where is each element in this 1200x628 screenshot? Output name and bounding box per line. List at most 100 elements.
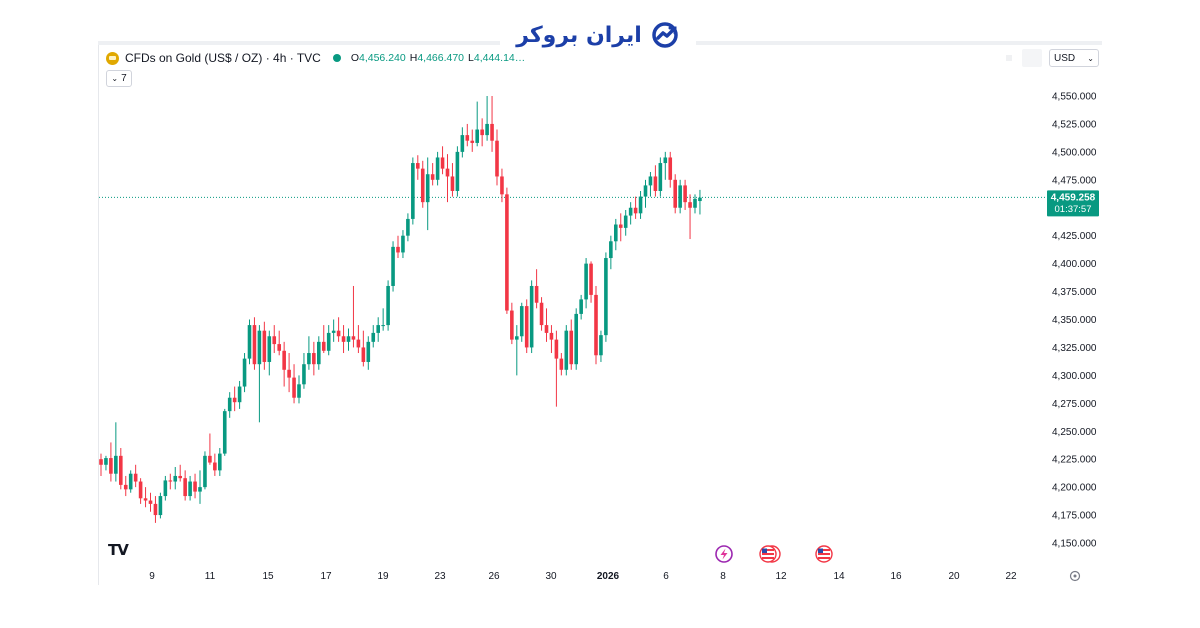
candle-body — [381, 325, 385, 327]
candle — [505, 187, 509, 314]
candle — [688, 194, 692, 240]
settings-gear-icon[interactable] — [1069, 570, 1081, 582]
market-open-status-icon — [332, 54, 341, 62]
candle — [307, 336, 311, 370]
candle-body — [470, 140, 475, 143]
candle — [133, 464, 138, 488]
candle-body — [673, 179, 677, 208]
candle-body — [158, 496, 163, 516]
time-tick-label: 19 — [377, 571, 389, 582]
ohlc-h: H4,466.470 — [409, 52, 465, 64]
candle-body — [455, 151, 460, 191]
candle-body — [277, 344, 281, 351]
candle — [361, 330, 366, 367]
candle — [213, 453, 217, 476]
candle — [371, 325, 376, 348]
candle — [604, 252, 608, 342]
candle — [663, 151, 668, 180]
candle-body — [440, 157, 445, 169]
candle — [227, 392, 232, 418]
time-tick-label: 2026 — [597, 571, 620, 582]
candle-body — [623, 215, 628, 228]
time-tick-label: 6 — [663, 571, 669, 582]
candle-body — [420, 168, 425, 203]
candle-body — [524, 306, 529, 348]
candle-body — [188, 481, 192, 497]
price-axis[interactable]: 4,150.000 4,175.000 4,200.000 4,225.000 4,25… — [1052, 92, 1097, 550]
candle — [495, 129, 499, 186]
candle-body — [411, 163, 415, 219]
candle-body — [579, 299, 583, 314]
candle — [485, 96, 489, 141]
indicators-collapse-button[interactable]: ⌄ 7 — [106, 70, 132, 87]
candle — [435, 151, 440, 186]
candle — [633, 196, 638, 219]
candle-body — [356, 339, 361, 348]
lightning-icon[interactable] — [715, 545, 733, 563]
candle — [614, 218, 618, 251]
candle — [104, 455, 108, 471]
candle-body — [539, 302, 544, 326]
candle-body — [688, 202, 692, 208]
candle — [173, 467, 178, 490]
candle-body — [693, 198, 697, 208]
chevron-down-icon: ⌄ — [1087, 53, 1094, 63]
candle-body — [515, 336, 519, 340]
candle — [287, 353, 291, 393]
candle — [579, 294, 583, 320]
candle — [376, 317, 380, 342]
candle-body — [346, 336, 351, 342]
us-flag-icon[interactable] — [759, 545, 781, 563]
time-tick-label: 22 — [1005, 571, 1017, 582]
candle-body — [485, 123, 489, 136]
candle — [529, 280, 534, 354]
candle — [455, 146, 460, 197]
candle-body — [564, 330, 569, 370]
candle — [658, 157, 663, 197]
candle — [628, 202, 633, 225]
candle — [554, 330, 559, 407]
candle-body — [163, 480, 168, 497]
candle-body — [203, 455, 207, 488]
candle — [292, 364, 296, 404]
candle — [208, 433, 212, 465]
candle — [559, 353, 564, 376]
candle — [425, 157, 430, 231]
candle — [312, 341, 316, 376]
candle — [302, 353, 306, 389]
candle-body — [307, 353, 311, 365]
candle-body — [138, 481, 143, 499]
ohlc-values: O4,456.240 H4,466.470 L4,444.14… — [351, 52, 525, 64]
candle-body — [282, 350, 286, 370]
candle — [326, 325, 331, 356]
candle — [203, 451, 207, 490]
ohlc-l: L4,444.14… — [468, 52, 526, 64]
candle-body — [698, 197, 702, 202]
candles — [99, 96, 702, 523]
time-tick-label: 30 — [545, 571, 557, 582]
candle-body — [193, 481, 197, 492]
toolbar-button[interactable] — [1022, 49, 1042, 67]
candle-body — [594, 294, 598, 356]
symbol-title[interactable]: CFDs on Gold (US$ / OZ) · 4h · TVC — [125, 51, 321, 65]
candle-body — [321, 341, 326, 351]
candle-body — [317, 341, 321, 365]
price-tick-label: 4,250.000 — [1052, 427, 1097, 438]
candle-body — [544, 325, 549, 333]
candle-body — [272, 336, 277, 345]
candle — [569, 319, 574, 370]
candle-body — [618, 224, 623, 228]
time-axis[interactable]: 9 11 15 17 19 23 26 30 2026 6 8 12 14 16 20 22 — [149, 571, 1017, 582]
currency-select[interactable]: USD ⌄ — [1049, 49, 1099, 67]
us-flag-icon[interactable] — [815, 545, 833, 563]
candle — [148, 492, 153, 512]
candle — [524, 299, 529, 354]
candle-body — [559, 358, 564, 370]
candle — [193, 473, 197, 499]
indicator-count: 7 — [121, 73, 127, 84]
candle — [158, 492, 163, 519]
candle-body — [232, 397, 237, 403]
candle — [119, 448, 123, 490]
candle-body — [198, 487, 202, 492]
